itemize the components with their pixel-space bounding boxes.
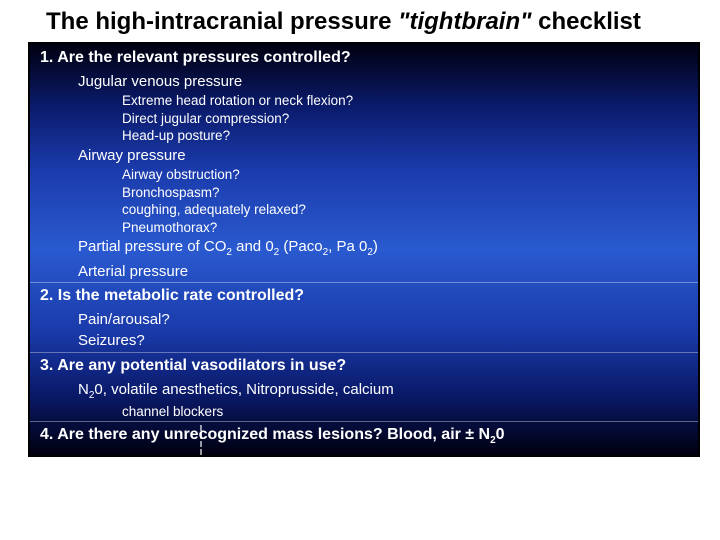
q3-line2: channel blockers [30, 403, 698, 421]
vertical-rule-decoration [200, 425, 202, 455]
q2-item: Pain/arousal? [30, 309, 698, 330]
title-suffix: checklist [532, 8, 641, 35]
page-title: The high-intracranial pressure "tightbra… [28, 8, 700, 36]
q1-b-item: coughing, adequately relaxed? [30, 201, 698, 219]
q1-c-label: Partial pressure of CO2 and 02 (Paco2, P… [30, 236, 698, 261]
q1-d-label: Arterial pressure [30, 261, 698, 282]
q1-a-item: Head-up posture? [30, 127, 698, 145]
checklist-box: 1. Are the relevant pressures controlled… [28, 42, 700, 457]
q1-a-item: Extreme head rotation or neck flexion? [30, 92, 698, 110]
q1-b-label: Airway pressure [30, 145, 698, 166]
q1-b-item: Airway obstruction? [30, 166, 698, 184]
title-prefix: The high-intracranial pressure [46, 8, 398, 35]
q1-a-item: Direct jugular compression? [30, 110, 698, 128]
q1-b-item: Bronchospasm? [30, 184, 698, 202]
q3-heading: 3. Are any potential vasodilators in use… [30, 352, 698, 379]
q3-line1: N20, volatile anesthetics, Nitroprusside… [30, 379, 698, 404]
q4-heading: 4. Are there any unrecognized mass lesio… [30, 421, 698, 451]
title-quoted: "tightbrain" [398, 8, 531, 35]
q2-heading: 2. Is the metabolic rate controlled? [30, 282, 698, 309]
q1-b-item: Pneumothorax? [30, 219, 698, 237]
q1-a-label: Jugular venous pressure [30, 71, 698, 92]
q1-heading: 1. Are the relevant pressures controlled… [30, 46, 698, 71]
q2-item: Seizures? [30, 330, 698, 351]
